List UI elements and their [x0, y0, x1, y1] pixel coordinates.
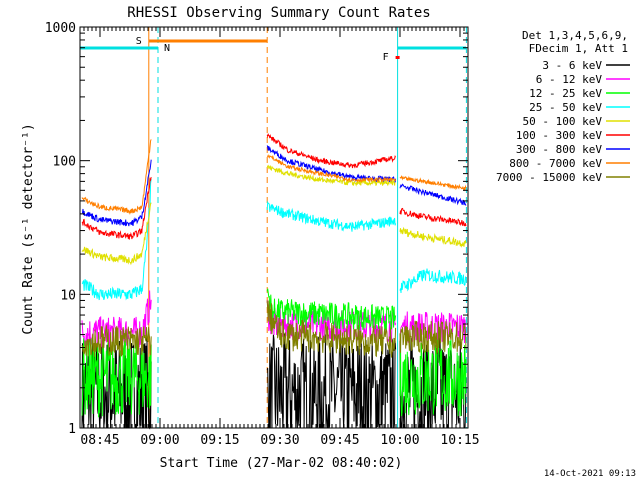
x-tick-label: 09:30	[260, 433, 299, 448]
legend-entry-label: 100 - 300 keV	[516, 129, 602, 142]
series-3-segment-1	[266, 200, 397, 232]
flare-marker-label: F	[383, 52, 389, 63]
series-2-segment-2	[399, 338, 467, 417]
chart-marks: S N F	[80, 27, 467, 430]
x-tick-label: 09:45	[320, 433, 359, 448]
series-6-segment-0	[82, 159, 152, 227]
legend-entry-label: 12 - 25 keV	[529, 87, 602, 100]
legend-entry-label: 300 - 800 keV	[516, 143, 602, 156]
series-7-segment-0	[81, 139, 152, 215]
series-5-segment-2	[399, 207, 467, 227]
series-4	[81, 164, 467, 266]
series-8	[81, 300, 467, 358]
series-3-segment-2	[399, 268, 467, 294]
night-marker-label: N	[164, 43, 170, 54]
x-tick-label: 09:15	[200, 433, 239, 448]
series-5-segment-0	[81, 176, 152, 240]
series-4-segment-2	[399, 226, 467, 248]
chart-title: RHESSI Observing Summary Count Rates	[127, 5, 430, 21]
legend-header-line: FDecim 1, Att 1	[529, 42, 628, 55]
saa-marker-label: S	[136, 36, 142, 47]
series-7-segment-1	[266, 154, 397, 184]
legend-entry-label: 800 - 7000 keV	[509, 157, 602, 170]
legend-header-line: Det 1,3,4,5,6,9,	[522, 29, 628, 42]
series-6-segment-1	[266, 145, 397, 183]
series-8-segment-1	[266, 300, 397, 358]
chart-axes: 1 10 100 1000 08:45 09:00 09:15 09:30 09:45 10:00…	[45, 21, 480, 448]
series-4-segment-1	[266, 164, 396, 187]
series-8-segment-2	[399, 320, 467, 355]
legend-entry-label: 6 - 12 keV	[536, 73, 603, 86]
x-tick-label: 08:45	[80, 433, 119, 448]
legend-entry-label: 3 - 6 keV	[542, 59, 602, 72]
legend-entry-label: 50 - 100 keV	[523, 115, 603, 128]
series-2-segment-0	[81, 337, 152, 418]
series-8-segment-0	[81, 325, 152, 357]
series-7	[81, 139, 467, 215]
series-6-segment-2	[399, 183, 467, 206]
y-tick-label: 1000	[45, 21, 76, 36]
x-axis-label: Start Time (27-Mar-02 08:40:02)	[160, 456, 403, 471]
y-tick-label: 1	[68, 422, 76, 437]
legend-entry-label: 7000 - 15000 keV	[496, 171, 602, 184]
series-2	[81, 288, 467, 418]
series-7-segment-2	[399, 175, 467, 192]
x-tick-label: 10:15	[440, 433, 479, 448]
series-0-segment-0	[81, 334, 152, 430]
series-5-segment-1	[266, 133, 397, 169]
y-tick-label: 10	[60, 288, 76, 303]
series-3-segment-0	[81, 179, 152, 301]
series-2-segment-1	[266, 288, 397, 332]
y-axis-label: Count Rate (s⁻¹ detector⁻¹)	[21, 123, 36, 334]
footer-timestamp: 14-Oct-2021 09:13	[544, 469, 636, 479]
x-tick-label: 09:00	[140, 433, 179, 448]
series-4-segment-0	[81, 202, 152, 266]
x-tick-label: 10:00	[380, 433, 419, 448]
y-tick-label: 100	[53, 155, 76, 170]
legend-entry-label: 25 - 50 keV	[529, 101, 602, 114]
plot-frame	[79, 26, 469, 429]
series-3	[81, 179, 467, 301]
series-6	[82, 145, 467, 227]
series-0-segment-1	[266, 332, 397, 429]
flare-flag-mark	[395, 56, 400, 59]
legend: Det 1,3,4,5,6,9,FDecim 1, Att 1 3 - 6 keV…	[496, 29, 630, 184]
series-5	[81, 133, 467, 240]
